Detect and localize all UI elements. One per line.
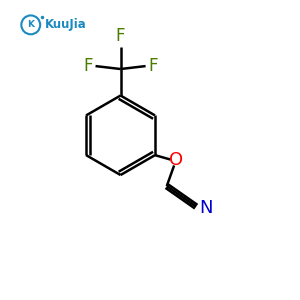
- Text: F: F: [84, 57, 93, 75]
- Text: F: F: [116, 28, 125, 46]
- Text: K: K: [27, 20, 34, 29]
- Text: O: O: [169, 151, 183, 169]
- Text: KuuJia: KuuJia: [45, 18, 86, 31]
- Text: N: N: [200, 199, 213, 217]
- Text: F: F: [148, 57, 158, 75]
